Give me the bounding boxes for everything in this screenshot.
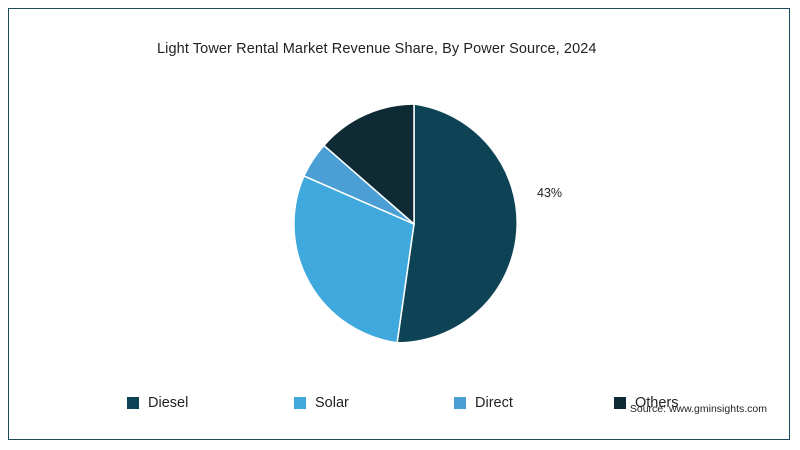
legend-swatch-icon bbox=[614, 397, 626, 409]
pie-svg bbox=[294, 104, 518, 344]
legend-swatch-icon bbox=[294, 397, 306, 409]
legend-item-direct[interactable]: Direct bbox=[454, 395, 513, 411]
legend-swatch-icon bbox=[127, 397, 139, 409]
legend-item-diesel[interactable]: Diesel bbox=[127, 395, 188, 411]
chart-title: Light Tower Rental Market Revenue Share,… bbox=[157, 41, 597, 57]
pie-slice-others[interactable] bbox=[322, 104, 415, 226]
pie-data-label-diesel: 43% bbox=[537, 186, 563, 200]
pie-chart bbox=[294, 104, 534, 344]
legend-label: Others bbox=[635, 395, 679, 411]
legend-item-solar[interactable]: Solar bbox=[294, 395, 349, 411]
pie-slice-solar[interactable] bbox=[294, 174, 415, 344]
legend-swatch-icon bbox=[454, 397, 466, 409]
legend-label: Diesel bbox=[148, 395, 189, 411]
pie-slice-diesel[interactable] bbox=[396, 104, 518, 344]
chart-legend: Diesel Solar Direct Others bbox=[127, 395, 707, 417]
legend-item-others[interactable]: Others bbox=[614, 395, 679, 411]
legend-label: Direct bbox=[475, 395, 513, 411]
source-attribution: Source: www.gminsights.com bbox=[629, 403, 767, 415]
legend-label: Solar bbox=[315, 395, 349, 411]
chart-frame: Light Tower Rental Market Revenue Share,… bbox=[8, 8, 790, 440]
